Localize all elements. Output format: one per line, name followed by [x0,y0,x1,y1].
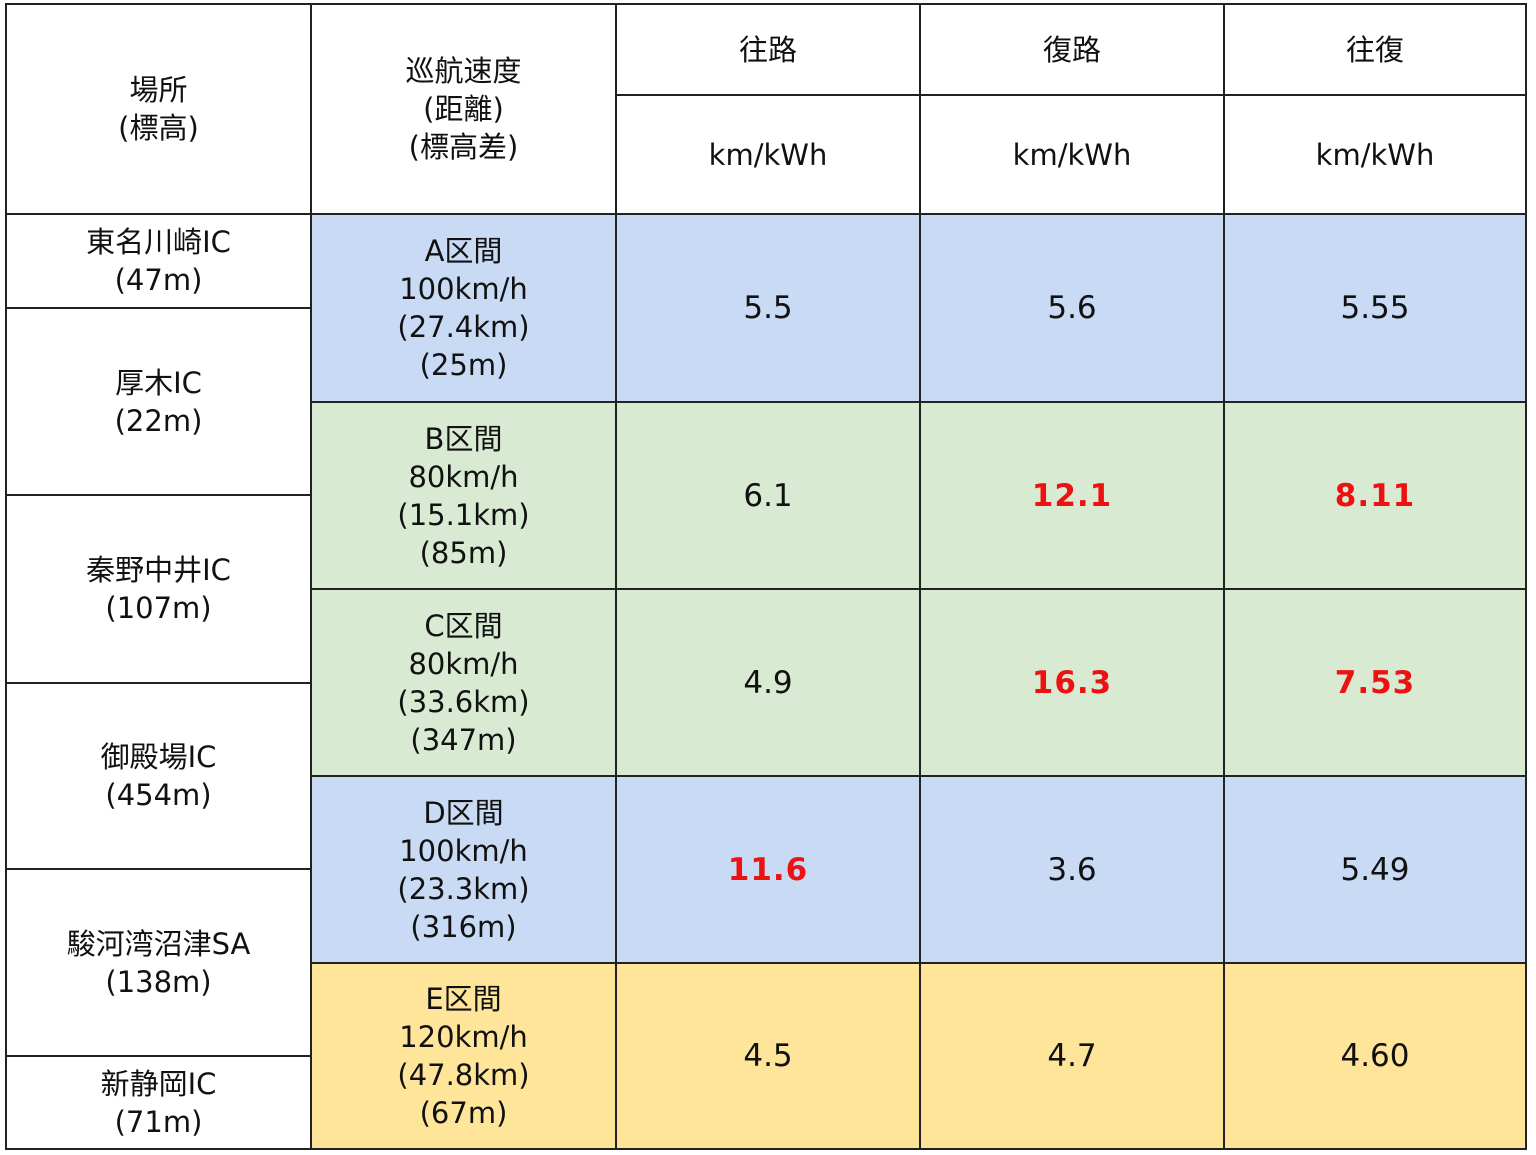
value-outbound-c: 4.9 [617,590,921,777]
section-elevation-diff: (67m) [419,1096,508,1130]
highlighted-value: 12.1 [1031,477,1113,514]
value-round-trip-c: 7.53 [1225,590,1525,777]
section-cell-d: D区間 100km/h (23.3km) (316m) [312,777,617,964]
section-label: E区間 [425,982,502,1016]
location-name: 厚木IC [115,365,202,400]
section-speed: 80km/h [408,459,519,494]
value-round-trip-a: 5.55 [1225,215,1525,403]
section-distance: (23.3km) [397,871,530,906]
header-section-distance: (距離) [423,92,504,126]
header-section-elevation: (標高差) [408,130,519,164]
header-location-title: 場所 [129,73,188,107]
header-unit-outbound: km/kWh [617,96,921,215]
section-elevation-diff: (85m) [419,535,508,570]
value: 4.9 [743,664,793,701]
value-return-e: 4.7 [921,964,1225,1148]
location-name: 秦野中井IC [86,553,231,587]
header-round-trip: 往復 [1225,5,1525,96]
value-return-d: 3.6 [921,777,1225,964]
header-section-title: 巡航速度 [405,54,522,88]
location-name: 東名川崎IC [86,225,231,259]
section-cell-b: B区間 80km/h (15.1km) (85m) [312,403,617,590]
section-elevation-diff: (347m) [410,722,517,757]
header-unit-round-trip: km/kWh [1225,96,1525,215]
value: 4.60 [1340,1038,1410,1074]
section-label: C区間 [424,608,503,643]
location-cell: 新静岡IC (71m) [7,1057,312,1148]
section-cell-e: E区間 120km/h (47.8km) (67m) [312,964,617,1148]
value-return-b: 12.1 [921,403,1225,590]
section-label: A区間 [424,234,503,268]
highlighted-value: 7.53 [1334,664,1416,701]
highlighted-value: 11.6 [727,851,809,888]
value: 5.5 [743,290,793,326]
location-name: 駿河湾沼津SA [66,926,251,961]
header-section: 巡航速度 (距離) (標高差) [312,5,617,215]
section-speed: 100km/h [399,833,528,868]
header-outbound: 往路 [617,5,921,96]
value: 5.6 [1047,290,1097,326]
section-label: B区間 [424,421,503,456]
value-return-a: 5.6 [921,215,1225,403]
value-outbound-d: 11.6 [617,777,921,964]
location-elevation: (22m) [114,403,203,438]
section-speed: 100km/h [399,272,528,306]
section-distance: (47.8km) [397,1058,530,1092]
location-elevation: (71m) [114,1104,203,1139]
section-distance: (33.6km) [397,684,530,719]
value-outbound-e: 4.5 [617,964,921,1148]
section-elevation-diff: (316m) [410,909,517,944]
value-round-trip-b: 8.11 [1225,403,1525,590]
section-cell-a: A区間 100km/h (27.4km) (25m) [312,215,617,403]
header-location-sub: (標高) [118,111,199,145]
section-label: D区間 [423,795,504,830]
section-distance: (27.4km) [397,310,530,344]
location-cell: 厚木IC (22m) [7,309,312,496]
location-name: 御殿場IC [100,740,217,774]
section-speed: 80km/h [408,646,519,681]
header-return: 復路 [921,5,1225,96]
location-name: 新静岡IC [100,1066,217,1101]
location-cell: 駿河湾沼津SA (138m) [7,870,312,1057]
header-location: 場所 (標高) [7,5,312,215]
location-cell: 御殿場IC (454m) [7,684,312,870]
value: 4.7 [1047,1038,1097,1074]
value: 3.6 [1047,851,1097,888]
location-elevation: (138m) [105,964,212,999]
value: 4.5 [743,1038,793,1074]
value-round-trip-d: 5.49 [1225,777,1525,964]
efficiency-table: 場所 (標高) 巡航速度 (距離) (標高差) 往路 復路 往復 km/kWh … [5,3,1527,1150]
header-unit-return: km/kWh [921,96,1225,215]
section-distance: (15.1km) [397,497,530,532]
location-elevation: (47m) [114,263,203,297]
value: 6.1 [743,477,793,514]
location-elevation: (107m) [105,591,212,625]
section-elevation-diff: (25m) [419,348,508,382]
location-cell: 東名川崎IC (47m) [7,215,312,309]
value-outbound-a: 5.5 [617,215,921,403]
section-speed: 120km/h [399,1020,528,1054]
highlighted-value: 16.3 [1031,664,1113,701]
value: 5.49 [1340,851,1410,888]
value: 5.55 [1340,290,1410,326]
value-return-c: 16.3 [921,590,1225,777]
location-cell: 秦野中井IC (107m) [7,496,312,684]
section-cell-c: C区間 80km/h (33.6km) (347m) [312,590,617,777]
location-elevation: (454m) [105,778,212,812]
value-outbound-b: 6.1 [617,403,921,590]
highlighted-value: 8.11 [1334,477,1416,514]
value-round-trip-e: 4.60 [1225,964,1525,1148]
